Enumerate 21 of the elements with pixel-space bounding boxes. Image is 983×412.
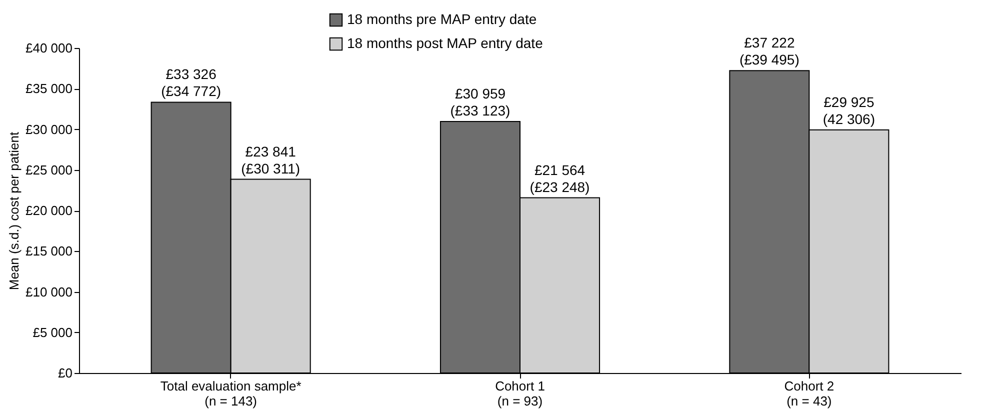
- legend-label: 18 months post MAP entry date: [347, 35, 544, 51]
- data-label: £23 841 (£30 311): [241, 143, 300, 176]
- y-tick-label: £40 000: [26, 40, 72, 56]
- y-tick-label: £5 000: [32, 324, 72, 340]
- x-tick-label: Cohort 2 (n = 43): [784, 378, 834, 408]
- y-tick-label: £10 000: [26, 284, 72, 300]
- data-label: £29 925 (42 306): [822, 94, 876, 127]
- x-tick-label: Cohort 1 (n = 93): [495, 378, 545, 408]
- y-tick-label: £20 000: [26, 203, 72, 218]
- data-label: £21 564 (£23 248): [530, 162, 590, 195]
- legend-label: 18 months pre MAP entry date: [347, 11, 537, 27]
- y-tick-label: £35 000: [26, 81, 72, 96]
- x-tick-label: Total evaluation sample* (n = 143): [160, 378, 302, 408]
- y-tick-label: £0: [58, 366, 72, 380]
- y-tick-label: £25 000: [26, 162, 72, 178]
- data-label: £30 959 (£33 123): [450, 85, 510, 118]
- y-axis-title: Mean (s.d.) cost per patient: [6, 131, 22, 290]
- y-tick-label: £30 000: [26, 122, 72, 137]
- data-label: £37 222 (£39 495): [739, 34, 800, 68]
- data-label: £33 326 (£34 772): [161, 66, 222, 100]
- y-tick-label: £15 000: [26, 244, 72, 259]
